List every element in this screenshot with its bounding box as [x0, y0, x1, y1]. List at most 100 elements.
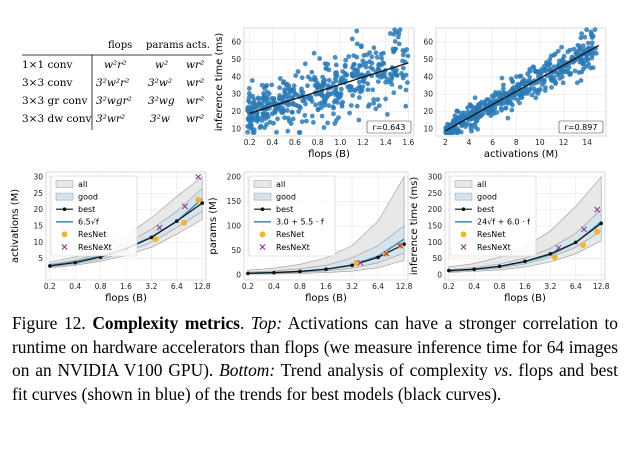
scatter-point — [291, 89, 297, 95]
best-point — [149, 235, 154, 240]
best-point — [73, 260, 78, 265]
scatter-point — [351, 53, 357, 58]
legend-swatch-all — [454, 180, 473, 188]
figure-caption: Figure 12. Complexity metrics. Top: Acti… — [12, 313, 618, 404]
table-cell-params: w² — [155, 59, 168, 71]
legend-label: ResNeXt — [276, 243, 310, 252]
scatter-point — [365, 70, 371, 76]
best-point — [447, 268, 451, 273]
y-tick-label: 50 — [231, 246, 241, 255]
legend-label: 3.0 + 5.5 · f — [276, 218, 324, 227]
legend-label: ResNeXt — [78, 243, 112, 252]
scatter-point — [326, 77, 332, 83]
scatter-point — [299, 119, 305, 125]
scatter-point — [505, 115, 511, 121]
scatter-point — [367, 50, 372, 56]
scatter-point — [454, 130, 460, 135]
scatter-point — [255, 117, 261, 122]
scatter-point — [354, 103, 360, 109]
resnet-point — [580, 241, 587, 248]
table-cell-params: 3²w² — [148, 77, 172, 89]
x-tick-label: 6.4 — [570, 282, 582, 291]
scatter-point — [263, 83, 269, 89]
scatter-point — [331, 111, 336, 117]
scatter-point — [325, 120, 330, 126]
scatter-point — [559, 44, 564, 50]
correlation-box — [366, 120, 412, 134]
scatter-point — [308, 96, 314, 102]
scatter-point — [509, 78, 515, 84]
x-tick-label: 0.2 — [44, 282, 56, 291]
scatter-point — [503, 105, 509, 111]
scatter-point — [551, 52, 557, 58]
scatter-point — [397, 84, 403, 90]
y-tick-label: 20 — [423, 107, 433, 116]
scatter-point — [370, 87, 376, 93]
y-axis-label: inference time (ms) — [409, 177, 420, 276]
all-band — [247, 175, 405, 275]
scatter-point — [361, 53, 367, 58]
x-axis-label: flops (B) — [504, 293, 546, 304]
resnet-point — [551, 254, 558, 261]
scatter-point — [279, 108, 284, 114]
scatter-point — [339, 103, 345, 109]
scatter-point — [277, 76, 283, 81]
scatter-point — [250, 106, 256, 112]
caption-figure-label: Figure 12. — [12, 313, 86, 333]
legend-label: ResNet — [78, 230, 106, 239]
resnext-point — [357, 259, 364, 266]
caption-top-text: Activations can have a stronger correlat… — [12, 313, 618, 380]
scatter-point — [313, 102, 318, 108]
x-tick-label: 0.4 — [266, 138, 278, 147]
scatter-point — [282, 115, 287, 121]
scatter-point — [357, 63, 363, 69]
x-tick-label: 0.4 — [69, 282, 81, 291]
scatter-point — [275, 104, 280, 110]
chart-activations-vs-inference-time: 2 4 6 8 10 12 14 10 20 30 40 50 60 activations (M) r=0… — [423, 27, 607, 160]
scatter-point — [253, 103, 258, 109]
y-tick-label: 100 — [227, 222, 242, 231]
scatter-point — [400, 58, 405, 64]
best-point — [298, 269, 302, 274]
scatter-point — [334, 118, 339, 123]
y-tick-label: 5 — [38, 254, 43, 263]
scatter-point — [376, 67, 382, 73]
x-tick-label: 3.2 — [145, 282, 157, 291]
x-tick-label: 1.4 — [380, 138, 392, 147]
scatter-point — [349, 71, 355, 77]
x-tick-label: 0.2 — [244, 138, 256, 147]
scatter-point — [582, 34, 588, 40]
scatter-point — [346, 54, 352, 59]
x-axis-label: activations (M) — [484, 149, 558, 160]
scatter-point — [373, 50, 379, 56]
x-tick-label: 0.4 — [468, 282, 480, 291]
scatter-point — [556, 58, 562, 64]
scatter-point — [354, 67, 359, 73]
scatter-point — [579, 31, 584, 36]
scatter-point — [296, 109, 301, 114]
scatter-point — [455, 126, 460, 131]
x-tick-label: 10 — [535, 138, 545, 147]
scatter-point — [363, 60, 369, 66]
scatter-point — [403, 103, 409, 109]
x-tick-label: 0.8 — [95, 282, 107, 291]
scatter-point — [577, 46, 583, 52]
scatter-point — [315, 84, 321, 90]
scatter-point — [500, 90, 506, 95]
table-cell-acts: wr² — [186, 77, 204, 89]
best-point — [174, 219, 179, 223]
scatter-point — [259, 82, 265, 88]
scatter-point — [326, 103, 332, 108]
best-point — [599, 221, 603, 226]
x-tick-label: 1.6 — [402, 138, 414, 147]
resnet-point — [382, 250, 389, 257]
scatter-point — [541, 68, 547, 74]
scatter-point — [277, 85, 282, 91]
y-tick-label: 0 — [437, 271, 442, 280]
resnet-point — [181, 219, 188, 226]
caption-bottom-label: Bottom: — [219, 360, 276, 380]
y-tick-label: 150 — [428, 222, 443, 231]
scatter-point — [509, 107, 515, 113]
scatter-point — [299, 89, 304, 94]
scatter-point — [315, 106, 321, 112]
